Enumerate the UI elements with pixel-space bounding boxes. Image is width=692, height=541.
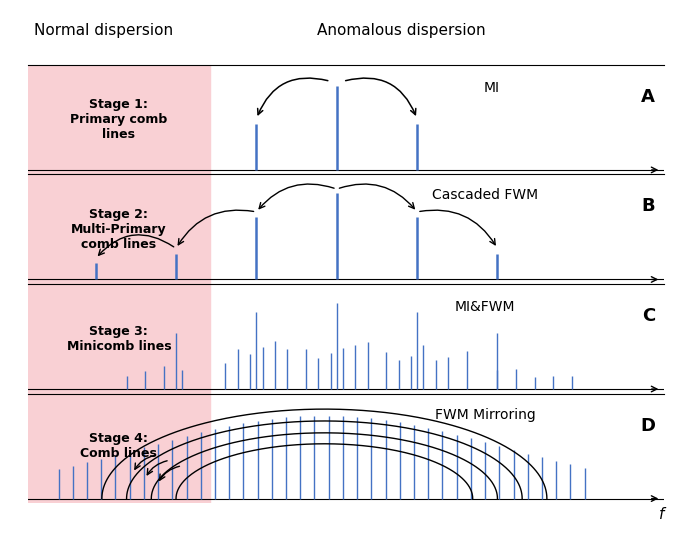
Text: D: D xyxy=(640,417,655,434)
Bar xyxy=(25,394,210,503)
Text: C: C xyxy=(641,307,655,325)
Text: Normal dispersion: Normal dispersion xyxy=(34,23,174,38)
Text: $f$: $f$ xyxy=(658,506,668,522)
Text: FWM Mirroring: FWM Mirroring xyxy=(435,407,536,421)
Text: B: B xyxy=(641,197,655,215)
Text: Anomalous dispersion: Anomalous dispersion xyxy=(317,23,486,38)
Text: Stage 4:
Comb lines: Stage 4: Comb lines xyxy=(80,432,157,460)
Text: A: A xyxy=(641,88,655,106)
Text: Stage 3:
Minicomb lines: Stage 3: Minicomb lines xyxy=(66,325,171,353)
Bar xyxy=(25,284,210,394)
Text: MI: MI xyxy=(483,81,499,95)
Text: Stage 1:
Primary comb
lines: Stage 1: Primary comb lines xyxy=(70,98,167,141)
Bar xyxy=(25,65,210,174)
Text: Cascaded FWM: Cascaded FWM xyxy=(432,188,538,202)
Bar xyxy=(25,174,210,284)
Text: MI&FWM: MI&FWM xyxy=(455,300,516,314)
Text: Stage 2:
Multi-Primary
comb lines: Stage 2: Multi-Primary comb lines xyxy=(71,208,167,250)
